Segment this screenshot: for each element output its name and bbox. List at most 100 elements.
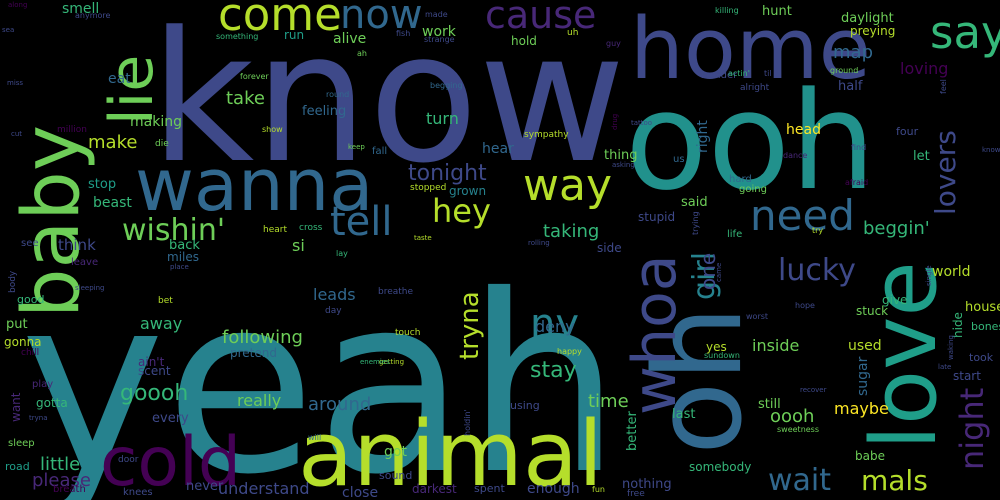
cloud-word-112: got	[384, 444, 407, 460]
cloud-word-81: pretend	[230, 346, 277, 360]
cloud-word-159: actin'	[728, 69, 750, 78]
cloud-word-67: right	[695, 120, 711, 153]
cloud-word-162: find	[851, 143, 866, 152]
cloud-word-128: day	[325, 306, 342, 316]
cloud-word-124: see	[21, 238, 39, 249]
cloud-word-3: oh	[630, 306, 769, 455]
cloud-word-161: feel	[939, 79, 948, 94]
cloud-word-155: killing	[715, 6, 739, 15]
cloud-word-181: came	[715, 263, 723, 282]
cloud-word-72: let	[913, 149, 930, 164]
cloud-word-149: strange	[424, 35, 455, 44]
cloud-word-97: gotta	[36, 396, 68, 410]
cloud-word-79: miles	[167, 250, 199, 264]
cloud-word-111: sound	[379, 469, 412, 482]
cloud-word-137: us	[673, 154, 685, 165]
cloud-word-14: cause	[485, 0, 596, 37]
cloud-word-167: worst	[746, 312, 768, 321]
cloud-word-17: need	[750, 191, 855, 240]
cloud-word-83: ain't	[138, 355, 165, 369]
cloud-word-89: still	[758, 397, 781, 412]
cloud-word-26: night	[953, 388, 991, 470]
cloud-word-101: stuck	[856, 304, 888, 318]
cloud-word-176: miss	[7, 79, 23, 87]
cloud-word-135: hard	[729, 174, 752, 185]
cloud-word-43: around	[308, 394, 371, 415]
cloud-word-46: maybe	[834, 399, 889, 418]
cloud-word-165: try	[812, 226, 823, 235]
cloud-word-29: mals	[861, 464, 928, 497]
cloud-word-59: used	[848, 338, 882, 354]
cloud-word-42: take	[226, 88, 265, 109]
cloud-word-54: work	[422, 24, 457, 40]
cloud-word-164: afraid	[845, 178, 868, 187]
cloud-word-118: road	[5, 460, 30, 473]
cloud-word-20: hey	[432, 192, 491, 230]
cloud-word-11: lie	[97, 55, 167, 125]
cloud-word-39: map	[833, 42, 873, 63]
cloud-word-96: want	[9, 392, 23, 422]
cloud-word-87: sugar	[855, 356, 871, 396]
cloud-word-152: begging	[430, 81, 463, 90]
cloud-word-179: keep	[348, 143, 365, 151]
cloud-word-49: deny	[535, 317, 575, 336]
cloud-word-41: make	[88, 132, 137, 153]
cloud-word-104: start	[953, 369, 981, 383]
cloud-word-105: took	[969, 351, 994, 364]
cloud-word-129: breathe	[378, 287, 414, 297]
cloud-word-139: stopped	[410, 183, 446, 193]
cloud-word-52: enough	[527, 481, 580, 497]
cloud-word-28: wait	[768, 463, 831, 498]
cloud-word-142: million	[57, 125, 87, 135]
cloud-word-178: cut	[11, 130, 22, 138]
cloud-word-122: good	[17, 293, 44, 306]
cloud-word-13: now	[340, 0, 423, 38]
cloud-word-192: drug	[611, 114, 619, 130]
cloud-word-93: stupid	[638, 210, 675, 224]
cloud-word-57: grown	[449, 184, 486, 198]
cloud-word-38: beggin'	[863, 218, 930, 239]
cloud-word-123: chill	[21, 348, 39, 358]
cloud-word-153: uh	[567, 28, 578, 38]
cloud-word-47: leads	[313, 285, 356, 304]
cloud-word-9: cold	[100, 423, 241, 500]
cloud-word-141: die	[155, 139, 169, 149]
cloud-word-82: scent	[138, 364, 171, 378]
cloud-word-100: house	[965, 300, 1000, 315]
cloud-word-50: understand	[218, 479, 310, 498]
cloud-word-66: thing	[604, 148, 637, 163]
cloud-word-147: anymore	[75, 11, 111, 20]
cloud-word-107: somebody	[689, 460, 751, 474]
cloud-word-186: sleeping	[75, 284, 104, 292]
cloud-word-23: girl	[687, 252, 722, 300]
cloud-word-191: tryna	[29, 414, 48, 422]
cloud-word-106: babe	[855, 449, 885, 463]
cloud-word-48: away	[140, 314, 182, 333]
cloud-word-184: lay	[336, 249, 348, 258]
cloud-word-10: whoa	[620, 254, 690, 415]
cloud-word-190: holdin'	[463, 409, 472, 436]
cloud-word-63: making	[130, 114, 182, 130]
cloud-word-173: recover	[800, 386, 827, 394]
cloud-word-125: leave	[71, 257, 98, 268]
cloud-word-22: tryna	[455, 291, 485, 360]
cloud-word-188: enemies	[360, 358, 390, 366]
cloud-word-16: way	[523, 160, 612, 211]
cloud-word-177: along	[8, 1, 27, 9]
cloud-word-21: ny	[530, 301, 579, 347]
cloud-word-35: taking	[543, 221, 599, 242]
cloud-word-160: ground	[830, 66, 858, 75]
cloud-word-183: rolling	[528, 239, 550, 247]
cloud-word-56: turn	[426, 109, 459, 128]
cloud-word-168: late	[938, 363, 951, 371]
cloud-word-140: fall	[372, 146, 387, 157]
cloud-word-34: please	[32, 470, 91, 491]
cloud-word-98: play	[32, 379, 53, 390]
cloud-word-120: sleep	[8, 438, 35, 449]
cloud-word-53: really	[237, 391, 281, 410]
cloud-word-119: door	[118, 455, 139, 465]
cloud-word-62: eat	[108, 71, 131, 87]
cloud-word-174: fun	[592, 485, 605, 494]
cloud-word-95: gonna	[4, 335, 42, 349]
